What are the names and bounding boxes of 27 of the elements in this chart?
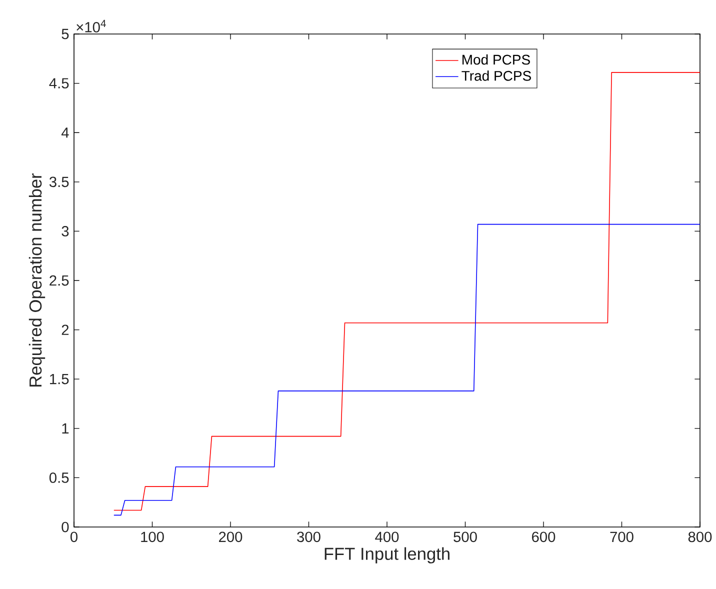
line-series xyxy=(114,224,700,516)
x-tick-label: 700 xyxy=(610,532,634,542)
y-tick-label: 1 xyxy=(62,423,69,434)
y-tick-label: 0 xyxy=(62,522,69,532)
x-tick-label: 200 xyxy=(219,532,242,542)
y-tick-label: 5 xyxy=(62,28,69,40)
text: ×10$^{4}$ xyxy=(76,20,106,32)
x-axis-title: FFT Input length xyxy=(324,547,450,564)
y-tick-label: 1.5 xyxy=(50,374,69,384)
x-tick-label: 500 xyxy=(454,532,477,542)
x-tick-label: 800 xyxy=(688,532,712,542)
legend-label: Mod PCPS xyxy=(462,54,530,65)
line-series xyxy=(114,72,700,511)
legend-label: Trad PCPS xyxy=(462,70,531,81)
x-tick-label: 0 xyxy=(70,532,78,542)
x-tick-label: 100 xyxy=(141,532,164,542)
y-tick-label: 3 xyxy=(62,226,69,236)
y-tick-label: 4 xyxy=(61,128,69,138)
y-tick-label: 2.5 xyxy=(50,275,69,286)
y-tick-label: 0.5 xyxy=(49,472,69,483)
x-tick-label: 400 xyxy=(375,532,399,542)
y-tick-label: 2 xyxy=(62,324,69,335)
y-tick-label: 3.5 xyxy=(49,176,69,188)
y-tick-label: 4.5 xyxy=(49,78,69,88)
x-tick-label: 300 xyxy=(297,532,320,542)
y-axis-title: Required Operation number xyxy=(28,173,46,387)
x-tick-label: 600 xyxy=(532,532,556,542)
